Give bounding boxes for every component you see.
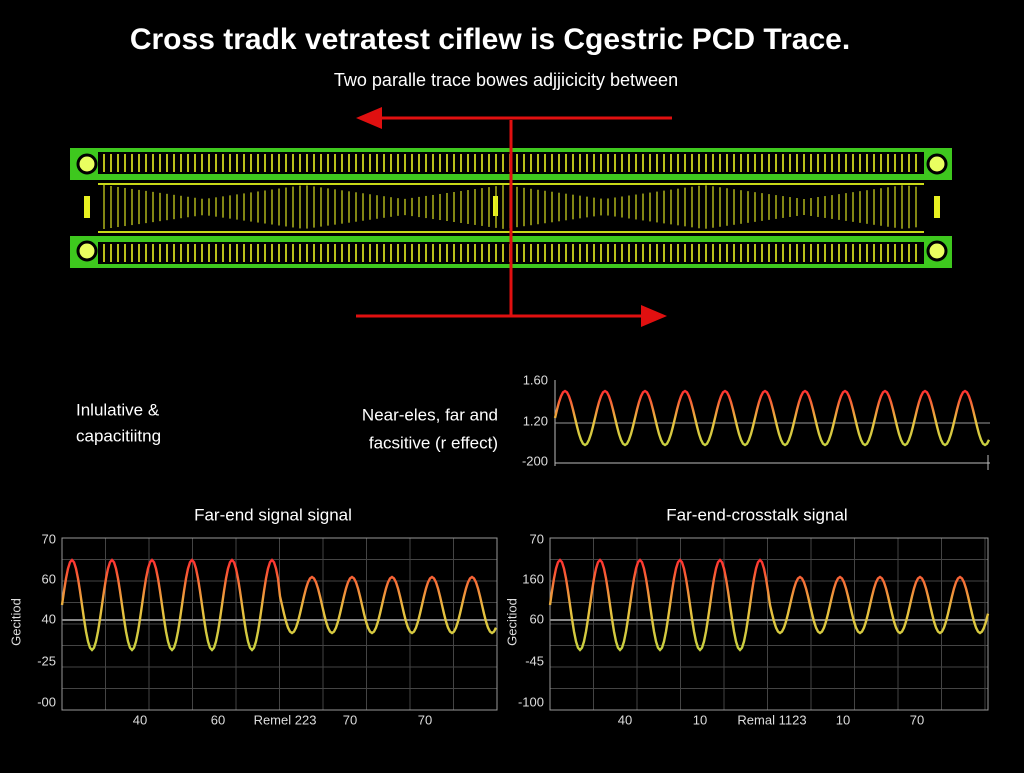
y-tick-label: 70	[530, 531, 544, 546]
x-tick-label: 60	[211, 712, 225, 727]
plot-frame	[61, 537, 498, 711]
pad	[76, 240, 98, 262]
subtitle: Two paralle trace bowes adjjicicity betw…	[334, 70, 678, 90]
x-tick-label: Remel 223	[254, 712, 317, 727]
x-tick-label: 10	[693, 712, 707, 727]
x-tick-label: 70	[910, 712, 924, 727]
pad	[926, 153, 948, 175]
x-tick-label: 10	[836, 712, 850, 727]
plot-title: Far-end-crosstalk signal	[666, 505, 847, 524]
waveform	[553, 389, 991, 447]
title: Cross tradk vetratest ciflew is Cgestric…	[130, 23, 850, 56]
y-tick-label: -25	[37, 653, 56, 668]
y-tick-label: 70	[42, 531, 56, 546]
pad-mark	[84, 196, 90, 218]
y-tick-label: 160	[522, 571, 544, 586]
annotation: capacitiitng	[76, 426, 161, 445]
y-tick-label: -00	[37, 694, 56, 709]
waveform	[548, 558, 990, 652]
x-tick-label: 70	[343, 712, 357, 727]
y-tick-label: 60	[42, 571, 56, 586]
annotation: facsitive (r effect)	[369, 433, 498, 452]
plot-frame	[549, 537, 989, 711]
y-tick-label: 40	[42, 611, 56, 626]
waveform	[60, 558, 498, 652]
pad	[76, 153, 98, 175]
pad	[926, 240, 948, 262]
pad-mark	[934, 196, 940, 218]
y-tick-label: 1.60	[523, 372, 548, 387]
x-tick-label: 40	[618, 712, 632, 727]
x-tick-label: 40	[133, 712, 147, 727]
arrow-head	[356, 107, 382, 129]
annotation: Near-eles, far and	[362, 405, 498, 424]
y-tick-label: -200	[522, 453, 548, 468]
y-tick-label: 60	[530, 611, 544, 626]
y-tick-label: -100	[518, 694, 544, 709]
y-tick-label: 1.20	[523, 413, 548, 428]
x-tick-label: 70	[418, 712, 432, 727]
annotation: Inlulative &	[76, 400, 160, 419]
y-axis-title: Gecitiod	[504, 598, 519, 646]
y-tick-label: -45	[525, 653, 544, 668]
arrow-head	[641, 305, 667, 327]
plot-title: Far-end signal signal	[194, 505, 352, 524]
y-axis-title: Gecitiod	[8, 598, 23, 646]
x-tick-label: Remal 1123	[737, 712, 806, 727]
